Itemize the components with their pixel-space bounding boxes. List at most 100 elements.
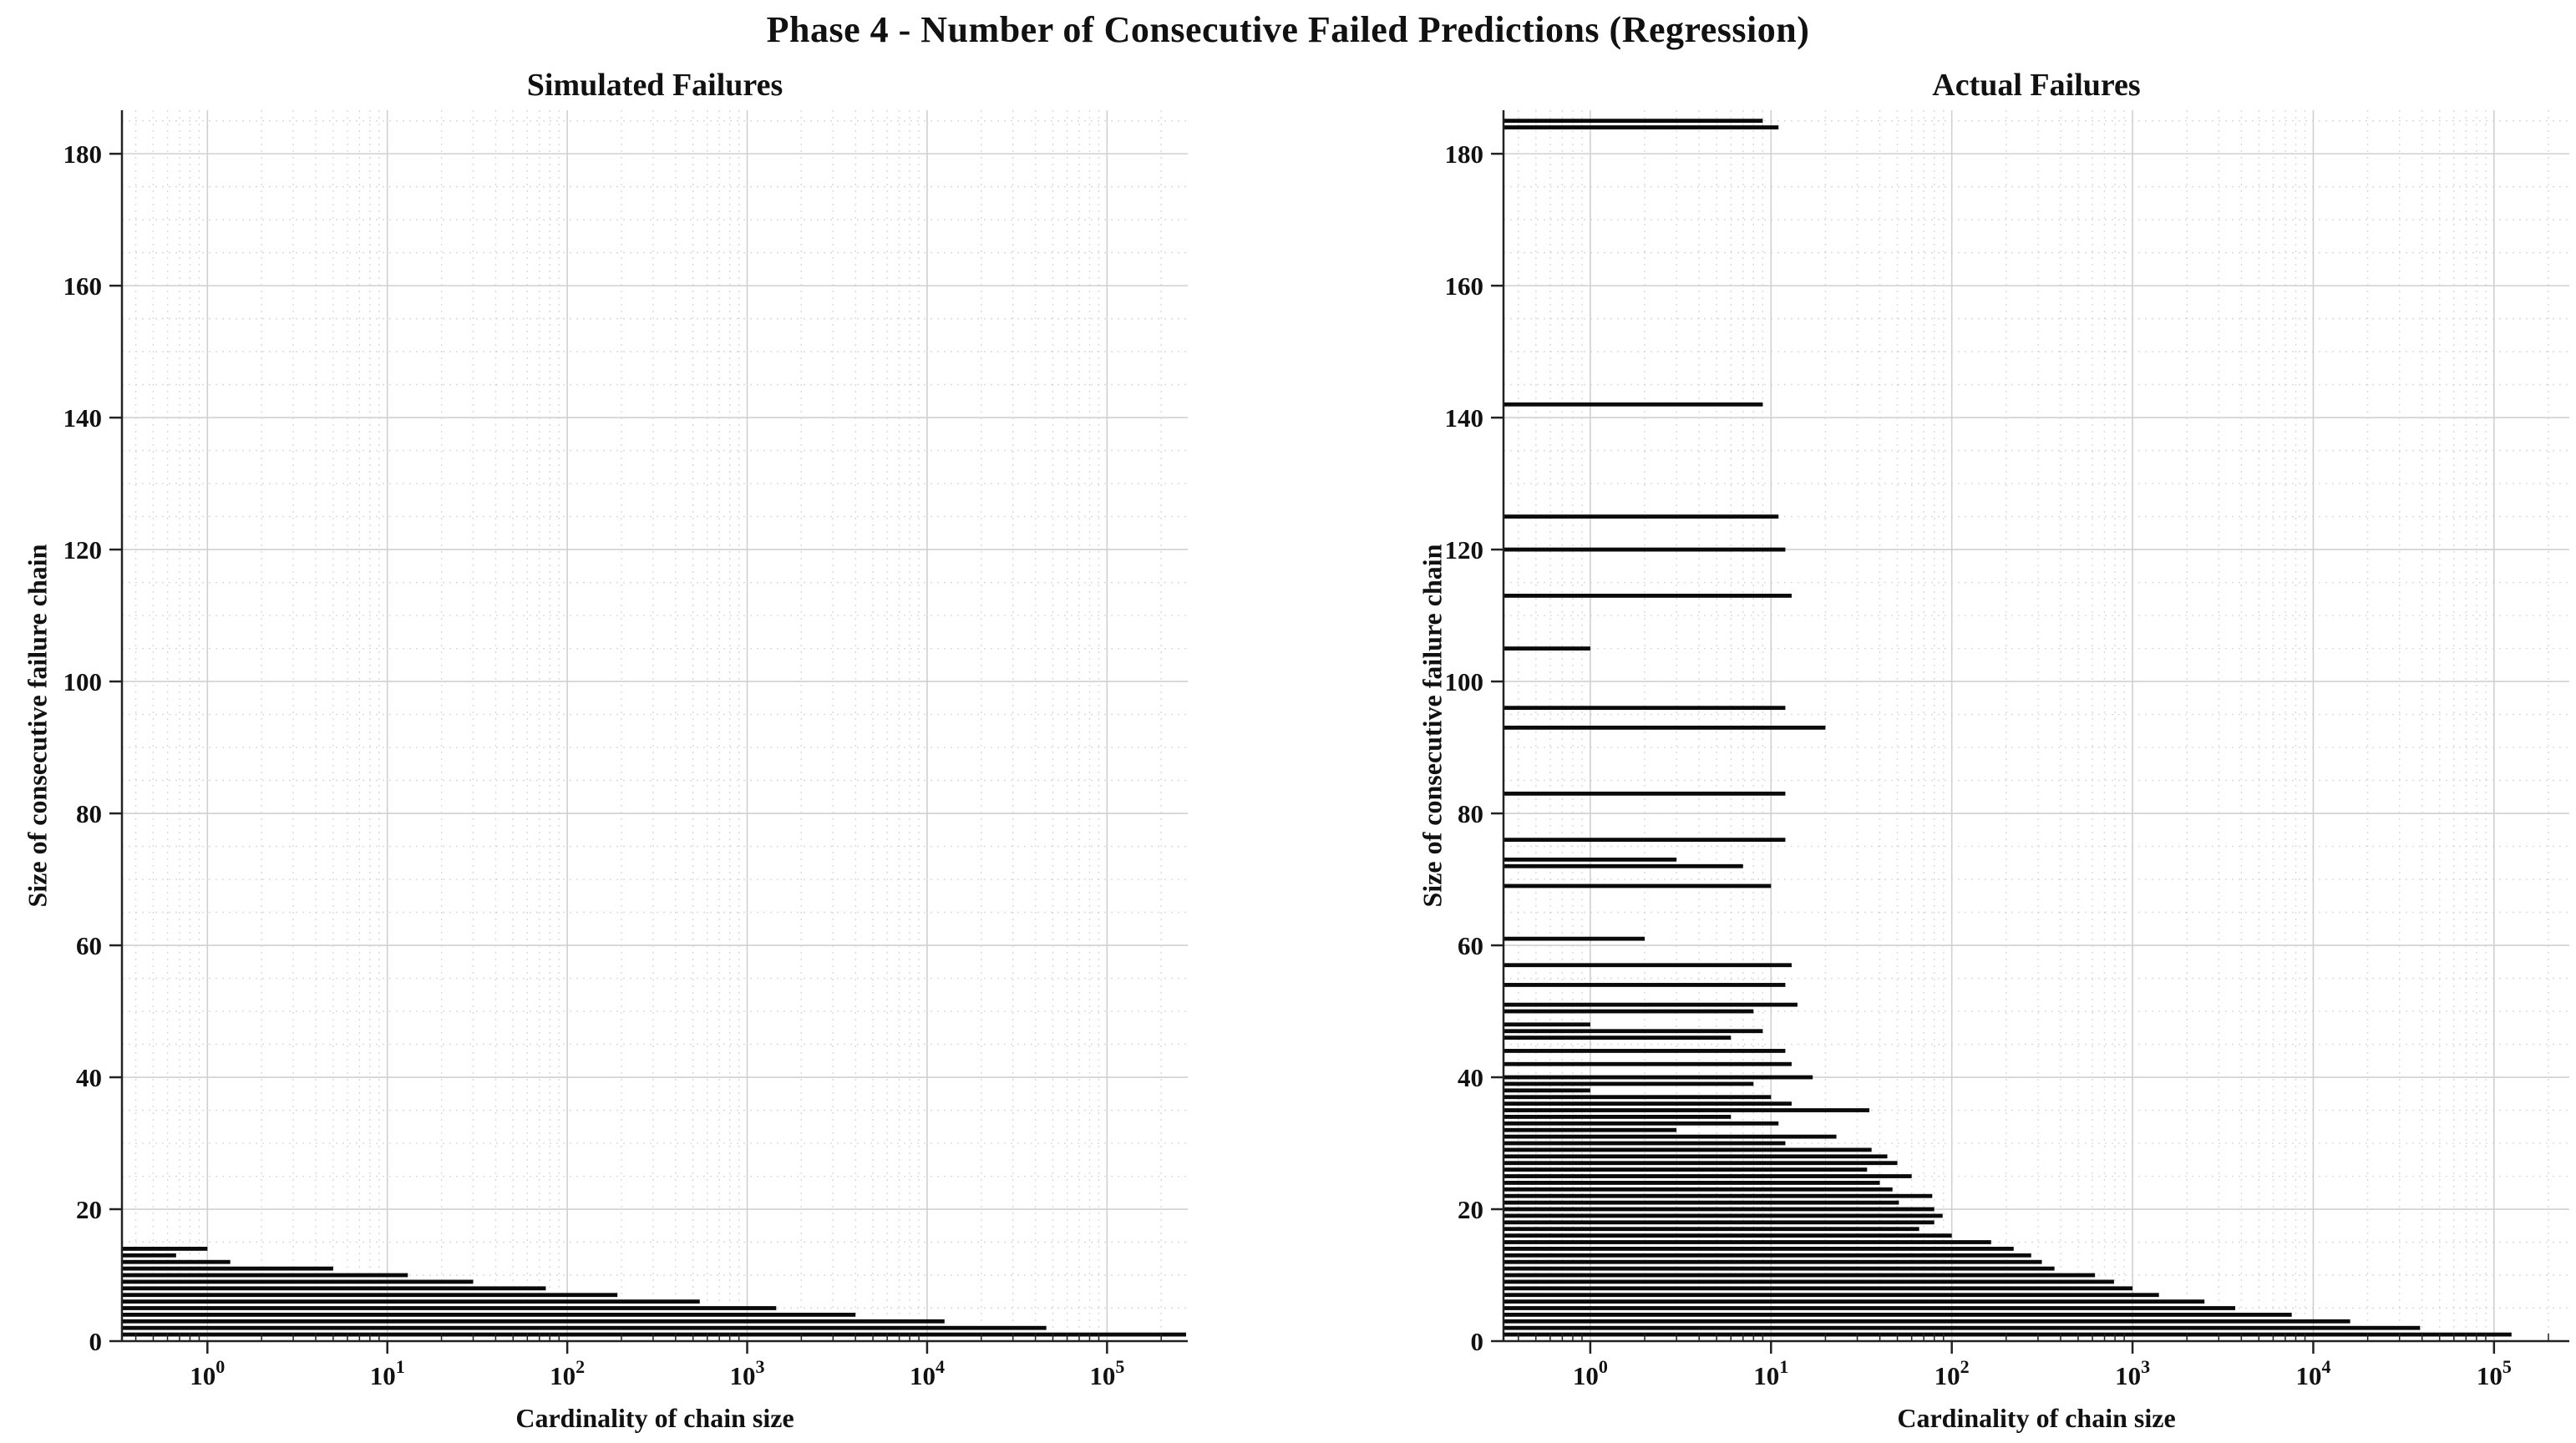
y-tick-label: 120 (63, 535, 103, 565)
y-tick-label: 100 (63, 667, 103, 696)
x-tick-label: 103 (730, 1356, 765, 1390)
bar-chain-42 (1504, 1061, 1792, 1066)
bar-chain-57 (1504, 963, 1792, 968)
figure-title: Phase 4 - Number of Consecutive Failed P… (766, 9, 1810, 50)
y-tick-label: 140 (63, 403, 103, 433)
bar-chain-96 (1504, 706, 1786, 711)
bar-chain-44 (1504, 1049, 1786, 1053)
grid-major (122, 110, 1188, 1341)
bar-chain-18 (1504, 1220, 1935, 1225)
bar-chain-4 (1504, 1313, 2292, 1317)
grid-minor (122, 110, 1188, 1341)
axes: 100 101 102 103 104 105 0 20 40 60 80 100 120 140 160 1… (1445, 110, 2569, 1390)
bar-chain-3 (1504, 1319, 2350, 1324)
bar-chain-48 (1504, 1022, 1590, 1027)
bar-chain-14 (1504, 1247, 2014, 1251)
y-tick-label: 0 (89, 1327, 103, 1356)
bar-chain-24 (1504, 1181, 1880, 1185)
x-tick-label: 104 (2295, 1356, 2330, 1390)
bar-chain-27 (1504, 1161, 1898, 1166)
bar-chain-13 (1504, 1253, 2031, 1258)
bar-chain-73 (1504, 857, 1677, 862)
bar-chain-54 (1504, 983, 1786, 987)
bar-chain-28 (1504, 1154, 1888, 1159)
y-tick-label: 160 (1445, 271, 1484, 301)
bar-chain-37 (1504, 1095, 1772, 1100)
bar-chain-69 (1504, 884, 1772, 889)
bar-chain-5 (122, 1306, 777, 1310)
bar-chain-184 (1504, 125, 1779, 129)
bar-chain-23 (1504, 1187, 1893, 1192)
bar-chain-113 (1504, 593, 1792, 598)
bar-chain-21 (1504, 1200, 1899, 1205)
bar-chain-31 (1504, 1134, 1837, 1139)
bar-chain-13 (122, 1253, 176, 1258)
y-tick-label: 120 (1445, 535, 1484, 565)
bar-chain-105 (1504, 646, 1590, 651)
y-tick-label: 180 (63, 139, 103, 169)
x-tick-label: 103 (2115, 1356, 2150, 1390)
x-tick-label: 105 (1089, 1356, 1124, 1390)
y-tick-label: 80 (1458, 799, 1483, 828)
left-x-axis-label: Cardinality of chain size (515, 1403, 794, 1433)
x-tick-label: 101 (1753, 1356, 1788, 1390)
bar-chain-22 (1504, 1193, 1933, 1198)
y-tick-label: 80 (76, 799, 102, 828)
bar-chain-2 (122, 1325, 1047, 1330)
bar-chain-14 (122, 1247, 208, 1251)
bar-chain-142 (1504, 402, 1763, 407)
bar-chain-120 (1504, 547, 1786, 552)
bar-chain-39 (1504, 1081, 1754, 1086)
bar-chain-32 (1504, 1127, 1677, 1132)
bar-chain-30 (1504, 1141, 1786, 1146)
bar-chain-26 (1504, 1167, 1868, 1172)
bar-chain-125 (1504, 514, 1779, 519)
bar-chain-10 (1504, 1273, 2096, 1278)
y-tick-label: 20 (1458, 1195, 1483, 1224)
axes: 100 101 102 103 104 105 0 20 40 60 80 100 120 140 160 1… (63, 110, 1188, 1390)
bar-chain-3 (122, 1319, 945, 1324)
bar-chain-2 (1504, 1325, 2421, 1330)
bars (122, 1247, 1186, 1337)
bar-chain-50 (1504, 1009, 1754, 1014)
bar-chain-40 (1504, 1075, 1813, 1080)
bars (1504, 119, 2512, 1337)
x-tick-label: 102 (550, 1356, 585, 1390)
bar-chain-46 (1504, 1035, 1732, 1040)
y-tick-label: 0 (1471, 1327, 1484, 1356)
bar-chain-25 (1504, 1174, 1912, 1178)
bar-chain-83 (1504, 791, 1786, 796)
bar-chain-33 (1504, 1121, 1779, 1126)
bar-chain-47 (1504, 1029, 1763, 1034)
bar-chain-8 (122, 1286, 546, 1291)
bar-chain-5 (1504, 1306, 2236, 1310)
bar-chain-11 (122, 1266, 333, 1271)
left-chart-title: Simulated Failures (526, 68, 783, 103)
x-tick-label: 100 (190, 1356, 225, 1390)
bar-chain-61 (1504, 936, 1645, 941)
bar-chain-1 (122, 1332, 1186, 1337)
simulated-failures-plot: 100 101 102 103 104 105 0 20 40 60 80 100 120 140 160 1… (63, 110, 1188, 1390)
bar-chain-1 (1504, 1332, 2512, 1337)
bar-chain-76 (1504, 838, 1786, 843)
bar-chain-35 (1504, 1108, 1870, 1112)
y-tick-label: 160 (63, 271, 103, 301)
bar-chain-11 (1504, 1266, 2055, 1271)
bar-chain-36 (1504, 1101, 1792, 1106)
bar-chain-4 (122, 1313, 856, 1317)
bar-chain-8 (1504, 1286, 2133, 1291)
x-tick-label: 105 (2477, 1356, 2512, 1390)
left-y-axis-label: Size of consecutive failure chain (22, 544, 53, 908)
y-tick-label: 140 (1445, 403, 1484, 433)
bar-chain-19 (1504, 1213, 1943, 1218)
bar-chain-12 (122, 1259, 231, 1264)
actual-failures-plot: 100 101 102 103 104 105 0 20 40 60 80 100 120 140 160 1… (1445, 110, 2569, 1390)
right-x-axis-label: Cardinality of chain size (1897, 1403, 2176, 1433)
y-tick-label: 180 (1445, 139, 1484, 169)
y-tick-label: 40 (76, 1063, 102, 1092)
y-tick-label: 60 (1458, 931, 1483, 960)
bar-chain-34 (1504, 1115, 1732, 1119)
bar-chain-9 (1504, 1279, 2114, 1284)
